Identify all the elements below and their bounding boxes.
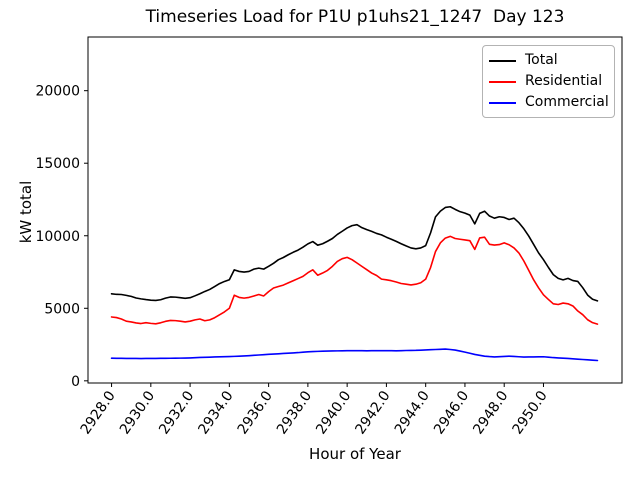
x-axis-label: Hour of Year	[309, 445, 401, 463]
legend-entry-commercial: Commercial	[489, 92, 609, 113]
y-tick-label: 15000	[35, 156, 80, 172]
x-tick-label: 2948.0	[470, 388, 511, 437]
y-tick-label: 5000	[44, 301, 80, 317]
x-tick-label: 2940.0	[313, 388, 354, 437]
legend-entry-residential: Residential	[489, 71, 606, 92]
x-tick-label: 2928.0	[78, 388, 119, 437]
commercial-line-swatch	[489, 101, 516, 104]
y-tick-label: 20000	[35, 84, 80, 100]
x-tick-label: 2934.0	[195, 388, 236, 437]
axes-frame	[87, 36, 623, 384]
y-tick-label: 10000	[35, 229, 80, 245]
legend-label-total: Total	[525, 52, 558, 68]
legend: Total Residential Commercial	[482, 45, 615, 118]
x-tick-label: 2938.0	[274, 388, 315, 437]
x-tick-label: 2942.0	[352, 388, 393, 437]
legend-entry-total: Total	[489, 50, 606, 71]
y-axis-label: kW total	[17, 180, 35, 244]
x-tick-label: 2936.0	[235, 388, 276, 437]
series-line-residential	[110, 235, 599, 325]
series-line-commercial	[110, 348, 599, 362]
x-tick-label: 2946.0	[431, 388, 472, 437]
series-line-total	[110, 205, 599, 302]
chart-title: Timeseries Load for P1U p1uhs21_1247 Day…	[145, 7, 565, 27]
residential-line-swatch	[489, 80, 516, 83]
total-line-swatch	[489, 59, 516, 62]
x-tick-label: 2944.0	[392, 388, 433, 437]
x-tick-label: 2950.0	[510, 388, 551, 437]
series-lines	[110, 205, 599, 362]
x-tick-label: 2930.0	[117, 388, 158, 437]
legend-label-commercial: Commercial	[525, 94, 609, 110]
legend-label-residential: Residential	[525, 73, 603, 89]
y-tick-label: 0	[71, 374, 80, 390]
x-axis-ticks: 2928.02930.02932.02934.02936.02938.02940…	[78, 383, 551, 437]
x-tick-label: 2932.0	[156, 388, 197, 437]
y-axis-ticks: 0 5000 10000 15000 20000	[35, 84, 88, 390]
